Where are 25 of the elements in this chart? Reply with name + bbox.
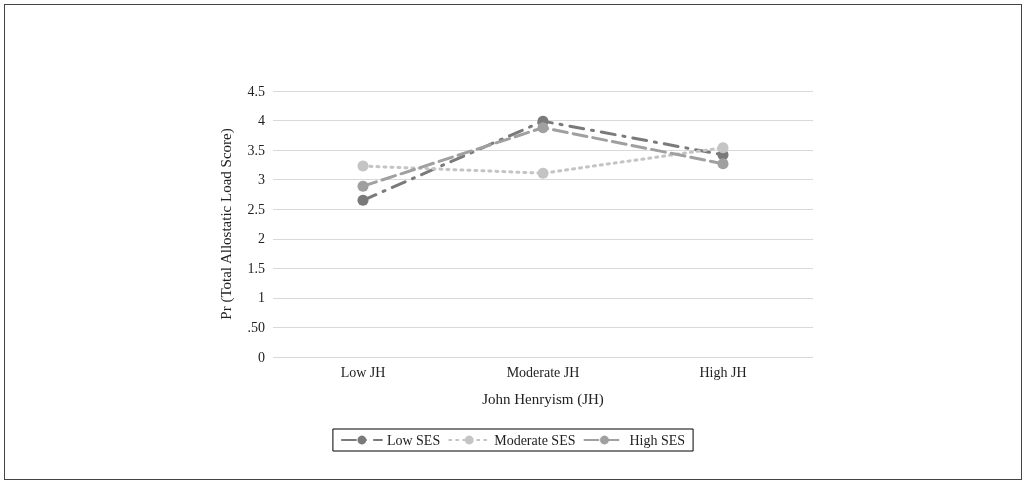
x-tick-label: Low JH xyxy=(340,364,386,380)
y-tick-label: .50 xyxy=(247,319,265,335)
legend-label: Low SES xyxy=(386,432,441,448)
point xyxy=(357,160,369,172)
x-tick-label: Moderate JH xyxy=(506,364,580,380)
x-axis-title: John Henryism (JH) xyxy=(482,390,604,408)
point xyxy=(717,142,729,154)
y-axis-title: Pr (Total Allostatic Load Score) xyxy=(217,128,235,320)
point xyxy=(537,167,549,179)
point xyxy=(357,180,369,192)
y-tick-label: 3.5 xyxy=(247,142,265,158)
point xyxy=(357,194,369,206)
y-tick-label: 2 xyxy=(258,231,265,247)
y-tick-label: 1 xyxy=(258,290,265,306)
y-tick-label: 2.5 xyxy=(247,201,265,217)
point xyxy=(717,158,729,170)
legend-label: Moderate SES xyxy=(494,432,576,448)
y-tick-label: 0 xyxy=(258,349,265,365)
point xyxy=(537,122,549,134)
y-tick-label: 4 xyxy=(258,113,265,129)
y-tick-label: 1.5 xyxy=(247,260,265,276)
legend-label: High SES xyxy=(629,432,686,448)
x-tick-label: High JH xyxy=(699,364,747,380)
y-tick-label: 4.5 xyxy=(247,83,265,99)
y-tick-label: 3 xyxy=(258,172,265,188)
